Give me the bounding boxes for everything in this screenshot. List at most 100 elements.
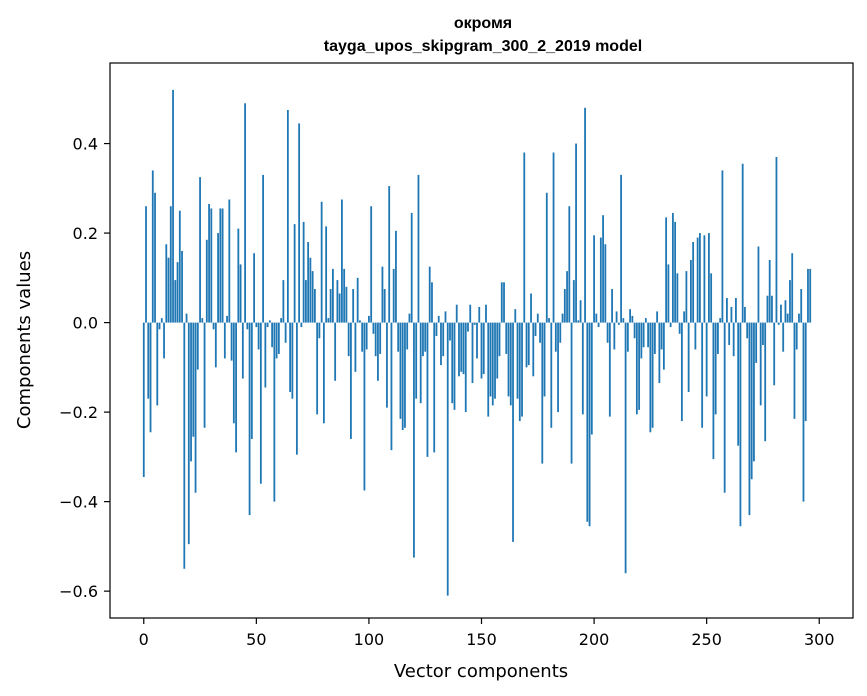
bar (304, 280, 307, 323)
bar (219, 208, 222, 323)
bar (237, 228, 240, 323)
bar (264, 322, 267, 388)
bar (509, 322, 512, 406)
bar (295, 322, 298, 455)
bar (721, 170, 724, 323)
bar (444, 311, 447, 323)
bar (327, 318, 330, 323)
bar (512, 322, 514, 542)
bar (694, 322, 697, 350)
bar (291, 322, 294, 399)
bar (665, 217, 668, 323)
bar (480, 322, 483, 379)
bar (390, 322, 393, 451)
bar (282, 280, 285, 323)
bar (372, 322, 375, 334)
bar (178, 210, 181, 323)
bar (147, 322, 150, 399)
bar (449, 322, 451, 341)
bar (703, 235, 706, 323)
bar (543, 322, 546, 397)
bar (446, 322, 449, 596)
bar (523, 152, 526, 323)
bar (685, 271, 688, 323)
bar (440, 322, 442, 366)
bar (255, 322, 258, 328)
bar (541, 322, 544, 464)
bar (187, 322, 190, 545)
bar (185, 313, 188, 323)
bar (516, 322, 519, 399)
bar (780, 304, 782, 323)
bar (550, 322, 553, 428)
bar (620, 174, 622, 323)
bar (604, 244, 607, 323)
bar (748, 322, 751, 516)
bar (617, 322, 620, 325)
bar (674, 221, 677, 323)
bar (651, 322, 654, 428)
bar (683, 311, 686, 323)
bar (273, 322, 276, 502)
bar (739, 322, 742, 527)
bar (712, 322, 715, 460)
bar (629, 309, 631, 323)
bar (624, 322, 627, 574)
bar (248, 322, 251, 516)
bar (597, 322, 600, 328)
bar (232, 322, 235, 424)
x-axis-ticks: 0 50 100 150 200 250 300 (139, 618, 835, 649)
bar (581, 322, 584, 415)
bar (336, 280, 339, 323)
bar (602, 215, 604, 323)
bar (563, 289, 566, 323)
bar (732, 322, 735, 357)
bar (338, 293, 341, 323)
bar (577, 320, 580, 323)
bar (489, 322, 492, 397)
bar (791, 253, 794, 323)
bar (505, 322, 508, 354)
bar (145, 206, 147, 323)
bar (590, 322, 593, 435)
x-tick-label: 50 (246, 630, 266, 649)
bar (196, 322, 199, 370)
bar (708, 233, 710, 323)
y-tick-label: 0.4 (73, 135, 98, 154)
bar (230, 322, 233, 361)
chart-subtitle: tayga_upos_skipgram_300_2_2019 model (324, 38, 642, 55)
bar (289, 322, 292, 392)
bar (311, 271, 314, 323)
bar (397, 322, 400, 352)
bar (467, 322, 469, 332)
bar (322, 322, 325, 424)
bar (608, 322, 611, 417)
bar (332, 268, 334, 323)
bar (660, 322, 663, 350)
bar (593, 235, 595, 323)
bar (257, 322, 260, 350)
bar (435, 322, 438, 337)
bar (804, 322, 807, 422)
bar (174, 280, 177, 323)
bar (356, 277, 359, 323)
bar (507, 322, 510, 397)
bar (631, 315, 634, 323)
bar (496, 322, 499, 379)
y-axis-ticks: −0.6 −0.4 −0.2 0.0 0.2 0.4 (59, 135, 110, 601)
bar (647, 322, 650, 348)
bar (793, 322, 796, 419)
bar (764, 322, 767, 442)
y-tick-label: −0.2 (59, 403, 98, 422)
bar (284, 322, 287, 343)
bar (653, 322, 656, 354)
bar (424, 322, 427, 352)
bar (723, 322, 726, 493)
bar (309, 257, 312, 323)
bar (460, 322, 463, 372)
bar (223, 322, 226, 359)
bar (368, 315, 370, 323)
bar (214, 322, 217, 368)
bar (809, 268, 812, 323)
bar (426, 322, 429, 457)
